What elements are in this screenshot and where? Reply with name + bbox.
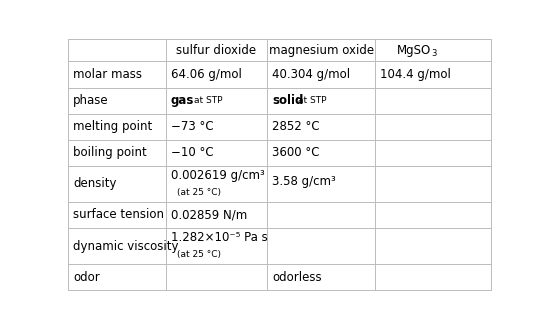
Text: 104.4 g/mol: 104.4 g/mol — [380, 68, 451, 81]
Text: molar mass: molar mass — [73, 68, 143, 81]
Text: 2852 °C: 2852 °C — [272, 120, 320, 133]
Text: dynamic viscosity: dynamic viscosity — [73, 240, 179, 253]
Text: boiling point: boiling point — [73, 146, 147, 159]
Text: (at 25 °C): (at 25 °C) — [177, 188, 221, 197]
Text: 40.304 g/mol: 40.304 g/mol — [272, 68, 351, 81]
Text: surface tension: surface tension — [73, 208, 164, 221]
Text: MgSO: MgSO — [397, 44, 431, 57]
Text: −10 °C: −10 °C — [171, 146, 213, 159]
Text: density: density — [73, 177, 117, 190]
Text: 64.06 g/mol: 64.06 g/mol — [171, 68, 241, 81]
Text: odorless: odorless — [272, 271, 322, 284]
Text: 3.58 g/cm³: 3.58 g/cm³ — [272, 175, 336, 188]
Text: gas: gas — [171, 94, 194, 107]
Text: melting point: melting point — [73, 120, 152, 133]
Text: 3600 °C: 3600 °C — [272, 146, 320, 159]
Text: sulfur dioxide: sulfur dioxide — [176, 44, 257, 57]
Text: 0.02859 N/m: 0.02859 N/m — [171, 208, 247, 221]
Text: solid: solid — [272, 94, 304, 107]
Text: odor: odor — [73, 271, 100, 284]
Text: at STP: at STP — [299, 96, 327, 105]
Text: 1.282×10⁻⁵ Pa s: 1.282×10⁻⁵ Pa s — [171, 231, 268, 244]
Text: 0.002619 g/cm³: 0.002619 g/cm³ — [171, 169, 264, 182]
Text: magnesium oxide: magnesium oxide — [269, 44, 373, 57]
Text: (at 25 °C): (at 25 °C) — [177, 250, 221, 259]
Text: at STP: at STP — [194, 96, 222, 105]
Text: phase: phase — [73, 94, 109, 107]
Text: 3: 3 — [431, 49, 437, 58]
Text: −73 °C: −73 °C — [171, 120, 213, 133]
